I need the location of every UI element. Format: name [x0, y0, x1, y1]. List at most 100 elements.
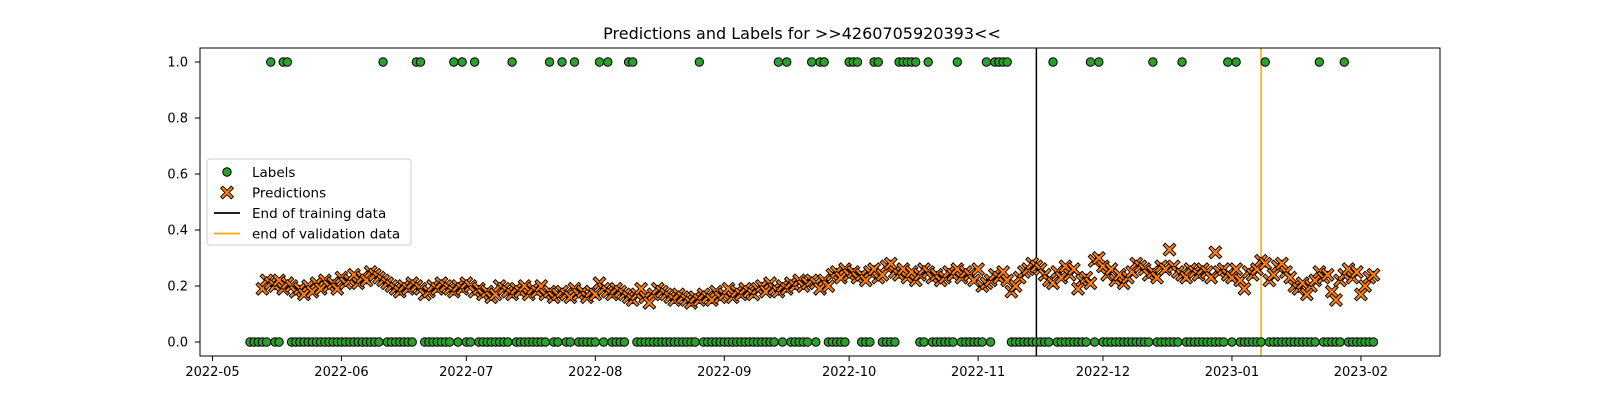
label-point: [282, 57, 293, 67]
label-point: [1223, 57, 1233, 67]
x-tick-label: 2022-12: [1076, 365, 1130, 380]
y-tick-label: 0.4: [167, 224, 188, 239]
legend-label: end of validation data: [252, 227, 400, 243]
label-point: [557, 57, 567, 67]
label-point: [690, 337, 700, 347]
label-point: [544, 57, 555, 67]
label-point: [503, 337, 513, 347]
x-tick-label: 2022-08: [568, 365, 622, 380]
prediction-point: [634, 281, 649, 296]
legend-labels-swatch: [222, 167, 232, 177]
label-point: [553, 337, 563, 347]
label-point: [465, 337, 476, 347]
label-point: [449, 57, 459, 67]
label-point: [1148, 57, 1158, 67]
legend-label: Labels: [252, 165, 295, 181]
legend-box: [206, 158, 412, 246]
x-tick-label: 2022-09: [697, 365, 751, 380]
y-tick-label: 1.0: [167, 56, 188, 71]
label-point: [507, 57, 517, 67]
prediction-point: [1299, 287, 1314, 302]
prediction-point: [1366, 267, 1381, 282]
x-tick-label: 2022-11: [951, 365, 1005, 380]
label-point: [811, 337, 821, 347]
prediction-point: [1095, 259, 1110, 274]
prediction-point: [1008, 278, 1023, 294]
prediction-point: [1328, 292, 1343, 308]
label-point: [453, 337, 463, 347]
prediction-point: [1070, 281, 1086, 296]
label-point: [981, 57, 992, 67]
prediction-point: [1266, 267, 1281, 282]
prediction-point: [1324, 284, 1339, 299]
label-point: [1089, 337, 1100, 347]
label-point: [1048, 57, 1058, 67]
label-point: [840, 337, 850, 347]
prediction-point: [1208, 245, 1223, 260]
label-point: [1002, 57, 1012, 67]
label-point: [806, 57, 817, 67]
label-point: [415, 57, 426, 67]
label-point: [594, 57, 605, 67]
label-point: [590, 337, 601, 347]
label-point: [819, 57, 829, 67]
label-point: [865, 337, 875, 347]
chart-title: Predictions and Labels for >>42607059203…: [603, 24, 1001, 43]
label-point: [694, 57, 705, 67]
marks-layer: [245, 57, 1381, 347]
label-point: [628, 57, 638, 67]
label-point: [444, 337, 455, 347]
prediction-point: [642, 295, 657, 310]
y-tick-label: 0.8: [167, 112, 188, 127]
label-point: [374, 337, 384, 347]
label-point: [565, 337, 576, 347]
prediction-point: [1162, 242, 1177, 257]
label-point: [1044, 337, 1054, 347]
label-point: [1173, 337, 1183, 347]
label-point: [1335, 337, 1345, 347]
x-tick-label: 2022-05: [185, 365, 239, 380]
prediction-point: [875, 267, 890, 282]
label-point: [952, 57, 963, 67]
legend: Labels Predictions End of training data end…: [206, 158, 412, 246]
x-tick-label: 2022-10: [822, 365, 876, 380]
x-tick-label: 2023-01: [1205, 365, 1259, 380]
prediction-point: [883, 256, 898, 271]
prediction-point: [1258, 256, 1273, 271]
label-point: [1094, 57, 1104, 67]
legend-label: Predictions: [252, 186, 326, 202]
label-point: [1260, 57, 1270, 67]
label-point: [569, 57, 580, 67]
label-point: [1081, 337, 1092, 347]
prediction-point: [1229, 262, 1244, 277]
label-point: [1218, 337, 1229, 347]
label-point: [1227, 337, 1237, 347]
label-point: [919, 337, 929, 347]
label-point: [274, 337, 284, 347]
label-point: [1310, 337, 1320, 347]
prediction-point: [1353, 287, 1368, 302]
x-tick-label: 2022-07: [439, 365, 493, 380]
label-point: [773, 57, 784, 67]
label-point: [1085, 57, 1096, 67]
label-point: [923, 57, 933, 67]
label-point: [890, 337, 900, 347]
prediction-point: [1066, 262, 1081, 277]
label-point: [769, 337, 779, 347]
prediction-point: [821, 278, 836, 294]
label-point: [603, 57, 613, 67]
label-point: [540, 337, 551, 347]
label-point: [777, 337, 788, 347]
label-point: [948, 337, 958, 347]
prediction-point: [858, 273, 873, 288]
label-point: [378, 57, 388, 67]
label-point: [782, 57, 792, 67]
plot-frame: [199, 47, 1441, 357]
vlines-layer: [1035, 48, 1262, 356]
label-point: [977, 337, 987, 347]
label-point: [598, 337, 609, 347]
label-point: [911, 57, 921, 67]
axes-layer: 2022-05 2022-06 2022-07 2022-08 2022-09 2022-…: [167, 56, 1388, 381]
label-point: [619, 337, 630, 347]
